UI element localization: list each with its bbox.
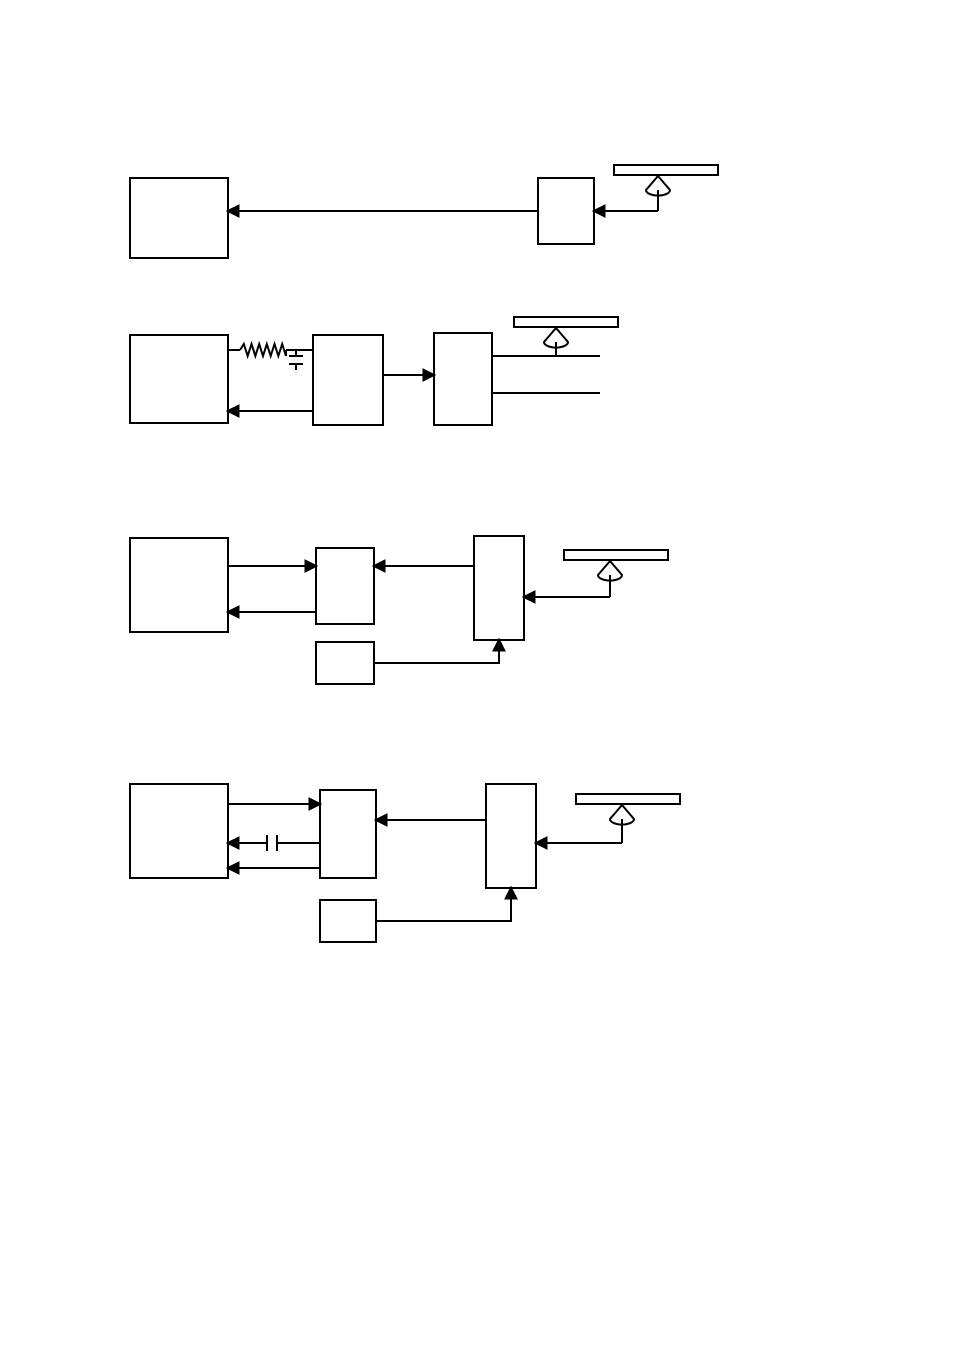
- arrow-clock-to-right: [374, 640, 499, 663]
- box-left: [130, 335, 228, 423]
- arrow-clock-to-right: [376, 888, 511, 921]
- box-clock: [320, 900, 376, 942]
- box-clock: [316, 642, 374, 684]
- box-right: [538, 178, 594, 244]
- box-mid: [316, 548, 374, 624]
- diagram-2-sensor-plate: [514, 317, 618, 327]
- diagram-3-sensor-plate: [564, 550, 668, 560]
- diagram-4-sensor-plate: [576, 794, 680, 804]
- box-right: [474, 536, 524, 640]
- box-left: [130, 178, 228, 258]
- diagram-canvas: [0, 0, 954, 1351]
- box-right: [434, 333, 492, 425]
- box-left: [130, 784, 228, 878]
- box-right: [486, 784, 536, 888]
- resistor: [240, 344, 286, 356]
- box-mid: [320, 790, 376, 878]
- box-left: [130, 538, 228, 632]
- box-mid: [313, 335, 383, 425]
- diagram-1-sensor-plate: [614, 165, 718, 175]
